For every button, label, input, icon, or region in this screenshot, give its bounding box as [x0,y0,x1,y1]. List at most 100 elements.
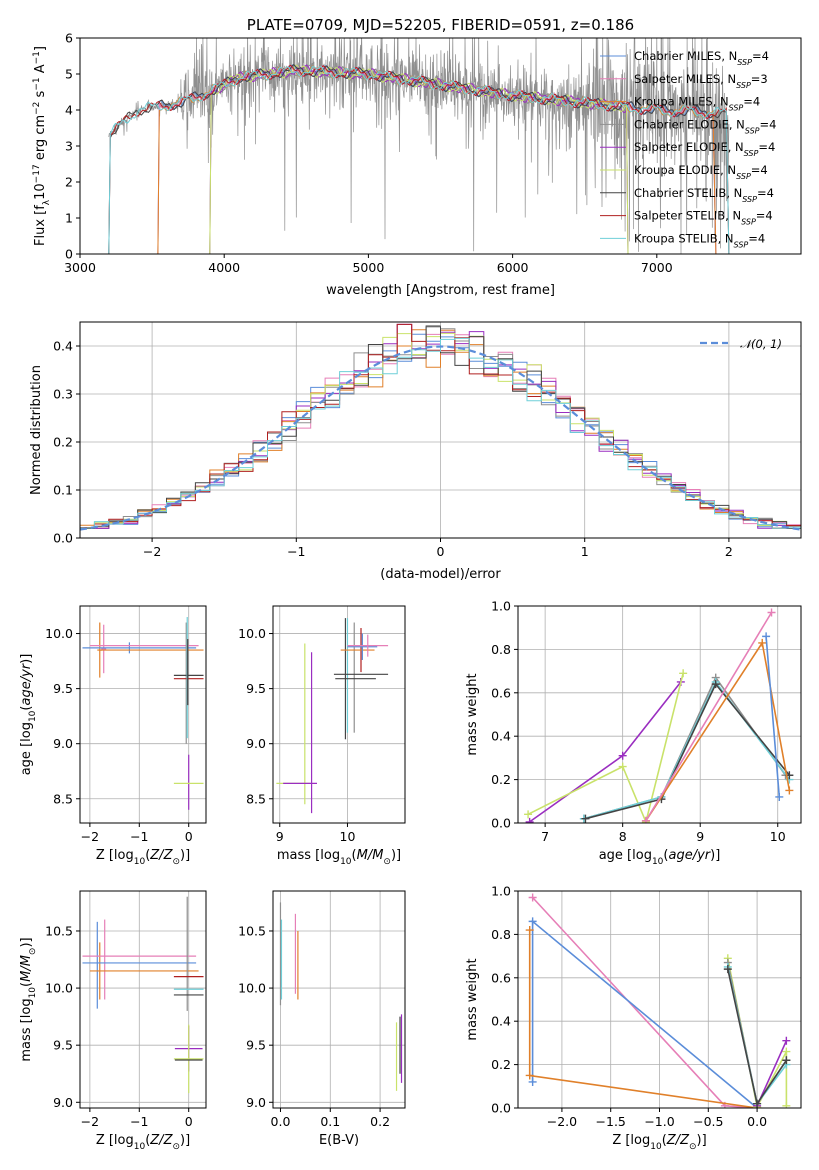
legend: 𝒩(0, 1) [700,337,782,351]
label-part: mass [log [19,998,34,1061]
y-tick-label: 5 [65,67,73,82]
x-tick-label: 9 [696,829,704,844]
series-chabrier-stelib [723,965,791,1108]
axes-frame [272,890,406,1109]
plus-marker [525,817,534,823]
label-part: 10 [33,183,48,200]
legend-sub: SSP [745,126,760,135]
label-part: Flux [f [33,205,48,246]
plot-area [518,606,801,823]
y-tick-label: 10.0 [238,981,266,996]
plus-marker [782,1036,791,1045]
label-part: Z [log [96,1133,134,1148]
label-part: ] [33,46,48,51]
plus-marker [782,1056,791,1065]
x-tick-label: 8 [619,829,627,844]
chart-title: PLATE=0709, MJD=52205, FIBERID=0591, z=0… [247,16,634,34]
label-part: age [log [19,722,34,775]
y-tick-label: 10.0 [45,981,73,996]
label-part: )] [180,848,190,863]
label-part: age/yr [19,662,34,705]
plus-marker [528,893,537,902]
y-tick-label: 0 [65,247,73,262]
legend-value: =4 [756,209,773,223]
x-tick-label: 0 [185,829,193,844]
panel-mass-z: −2 −1 09.09.510.010.5Z [log10(Z/Z⊙)]mass [… [19,890,207,1152]
y-tick-label: 9.0 [53,736,73,751]
legend-label: Chabrier STELIB, NSSP=4 [634,186,774,204]
plus-marker [753,1099,762,1108]
plot-area [80,891,206,1108]
y-tick-label: 0.2 [491,772,511,787]
series-line [585,682,791,820]
axes-frame [272,605,406,824]
y-axis-label: mass weight [465,958,480,1040]
legend-value: =3 [751,72,768,86]
label-part: ( [145,848,150,863]
x-tick-label: 10 [340,829,356,844]
plus-marker [528,917,537,926]
label-part: ⊙ [689,1142,697,1152]
label-part: Z [log [612,1133,650,1148]
y-tick-label: 10.5 [45,923,73,938]
label-part: Z/Z [666,1133,690,1148]
y-tick-label: 0.4 [491,1014,511,1029]
y-tick-label: 10.0 [238,626,266,641]
plot-area [273,891,405,1108]
histogram-kroupa-stelib [80,337,801,529]
x-tick-label: −1 [130,1114,148,1129]
series-salpeter-miles [528,893,762,1108]
label-part: 10 [28,987,38,999]
plus-marker [758,638,767,647]
plus-marker [785,786,794,795]
y-tick-label: 1.0 [491,884,511,899]
legend-value: =4 [751,163,768,177]
label-part: −2 [32,102,42,115]
panel-spectrum: 3000 4000 5000 6000 7000 0 1 2 3 4 5 6 PLATE=0709, M… [32,16,802,298]
legend-name: Chabrier STELIB, N [634,186,742,200]
legend-name: Salpeter STELIB, N [634,209,741,223]
y-tick-label: 0.6 [491,685,511,700]
y-tick-label: 3 [65,139,73,154]
series-chabrier-stelib [581,680,794,823]
label-part: M/M [357,848,384,863]
y-tick-label: 0.8 [491,642,511,657]
y-tick-label: 9.5 [53,1038,73,1053]
label-part: 10 [652,857,664,867]
legend-name: Chabrier ELODIE, N [634,117,745,131]
model-line [209,64,629,254]
plus-marker [618,751,627,760]
y-tick-label: 9.0 [53,1095,73,1110]
series-kroupa-stelib [579,677,794,823]
y-tick-label: 0.2 [53,435,73,450]
x-tick-label: 0 [185,1114,193,1129]
x-tick-label: 9 [276,829,284,844]
label-part: 10 [650,1142,662,1152]
series-chabrier-miles [762,632,784,801]
x-tick-label: −1 [287,544,305,559]
axes-frame [517,890,802,1109]
label-part: E(B-V) [319,1133,359,1148]
y-tick-label: 10.5 [238,923,266,938]
x-tick-label: −2.0 [547,1114,577,1129]
label-part: Z/Z [149,848,173,863]
plot-area [80,606,206,823]
series-chabrier-miles [528,917,762,1108]
panel-mass-ebv: 0.0 0.1 0.2 9.0 9.5 10.0 10.5 E(B-V) [238,890,406,1148]
x-axis-label: Z [log10(Z/Z⊙)] [96,1133,190,1152]
label-part: A [33,64,48,77]
series-line [765,636,781,798]
x-axis-label: Z [log10(Z/Z⊙)] [612,1133,706,1152]
plot-area [108,38,730,254]
legend-value: =4 [760,117,777,131]
y-tick-label: 0.2 [491,1057,511,1072]
label-part: −1 [32,77,42,90]
label-part: ( [662,1133,667,1148]
legend-name: Kroupa ELODIE, N [634,163,736,177]
axes-frame [79,37,802,255]
x-tick-label: 0.2 [370,1114,390,1129]
label-part: age/yr [668,848,711,863]
label-part: )] [710,848,720,863]
label-part: )] [19,937,34,947]
